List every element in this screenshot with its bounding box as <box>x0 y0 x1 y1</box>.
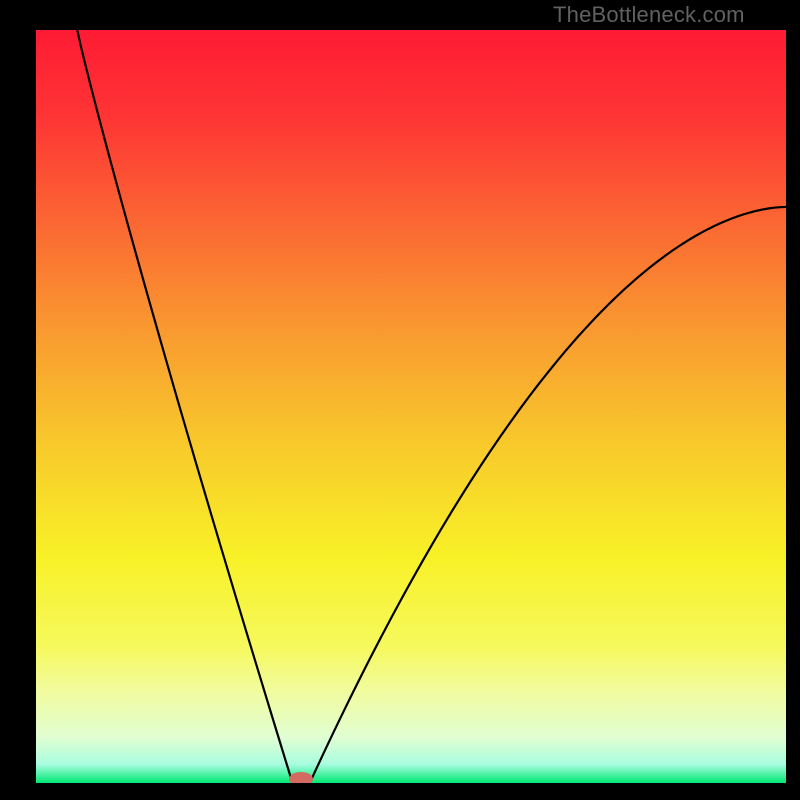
optimal-point-marker <box>289 772 313 783</box>
chart-frame: TheBottleneck.com <box>0 0 800 800</box>
plot-area <box>36 30 786 783</box>
bottleneck-curve <box>36 30 786 783</box>
watermark-text: TheBottleneck.com <box>553 2 745 28</box>
curve-path <box>77 30 786 783</box>
